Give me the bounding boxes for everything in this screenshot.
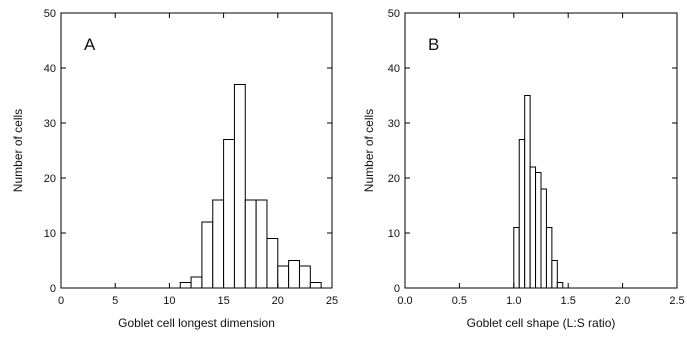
histogram-bar [288, 260, 300, 289]
histogram-bar [540, 188, 547, 289]
histogram-bar [277, 265, 290, 289]
panel-letter-a: A [84, 35, 96, 54]
histogram-bar [529, 166, 537, 289]
y-axis-label-a: Number of cells [11, 109, 25, 192]
bars-a [179, 84, 322, 289]
x-tick-label: 20 [272, 295, 284, 307]
plot-frame-a [60, 12, 333, 289]
y-tick-label: 50 [388, 8, 400, 20]
x-tick-label: 10 [163, 295, 175, 307]
histogram-bar [233, 84, 246, 289]
histogram-panel-b: 0.0 0.5 1.0 1.5 2.0 2.5 0 10 20 30 40 50 B Goblet c… [362, 8, 685, 330]
y-tick-label: 10 [388, 228, 400, 240]
histogram-bar [201, 221, 214, 289]
y-tick-label: 10 [44, 228, 56, 240]
histogram-bar [190, 276, 203, 289]
y-tick-label: 30 [44, 118, 56, 130]
x-tick-label: 2.0 [615, 295, 630, 307]
histogram-bar [266, 238, 279, 289]
histogram-bar [545, 227, 553, 289]
x-tick-label: 25 [326, 295, 338, 307]
x-tick-label: 0.0 [397, 295, 412, 307]
y-tick-label: 50 [44, 8, 56, 20]
x-axis-label-a: Goblet cell longest dimension [118, 316, 275, 330]
histogram-bar [255, 199, 268, 289]
histogram-bar [518, 139, 526, 289]
ticks-b [404, 12, 678, 289]
y-tick-label: 0 [394, 283, 400, 295]
tick-labels-b: 0.0 0.5 1.0 1.5 2.0 2.5 0 10 20 30 40 50 [388, 8, 685, 307]
x-tick-label: 1.0 [506, 295, 521, 307]
panel-letter-b: B [428, 35, 439, 54]
x-tick-label: 2.5 [669, 295, 684, 307]
x-tick-label: 0 [58, 295, 64, 307]
y-tick-label: 20 [388, 173, 400, 185]
histogram-bar [309, 282, 322, 289]
histogram-panel-a: 0 5 10 15 20 25 0 10 20 30 40 50 A Goblet cell long… [11, 8, 338, 330]
histogram-bar [179, 282, 192, 289]
y-tick-label: 20 [44, 173, 56, 185]
histogram-bar [298, 265, 311, 289]
x-tick-label: 15 [217, 295, 229, 307]
y-axis-label-b: Number of cells [362, 109, 376, 192]
bars-b [513, 95, 564, 289]
x-tick-label: 5 [112, 295, 118, 307]
x-tick-label: 1.5 [561, 295, 576, 307]
tick-labels-a: 0 5 10 15 20 25 0 10 20 30 40 50 [44, 8, 338, 307]
histogram-bar [513, 227, 520, 289]
y-tick-label: 0 [50, 283, 56, 295]
histogram-bar [551, 260, 558, 289]
x-axis-label-b: Goblet cell shape (L:S ratio) [467, 316, 616, 330]
y-tick-label: 40 [388, 63, 400, 75]
histogram-bar [223, 139, 235, 289]
histogram-bar [212, 199, 225, 289]
y-tick-label: 40 [44, 63, 56, 75]
y-tick-label: 30 [388, 118, 400, 130]
histogram-bar [535, 172, 542, 289]
histogram-bar [244, 199, 257, 289]
ticks-a [60, 12, 333, 289]
x-tick-label: 0.5 [452, 295, 467, 307]
histogram-bar [556, 282, 564, 289]
histogram-bar [524, 95, 531, 289]
